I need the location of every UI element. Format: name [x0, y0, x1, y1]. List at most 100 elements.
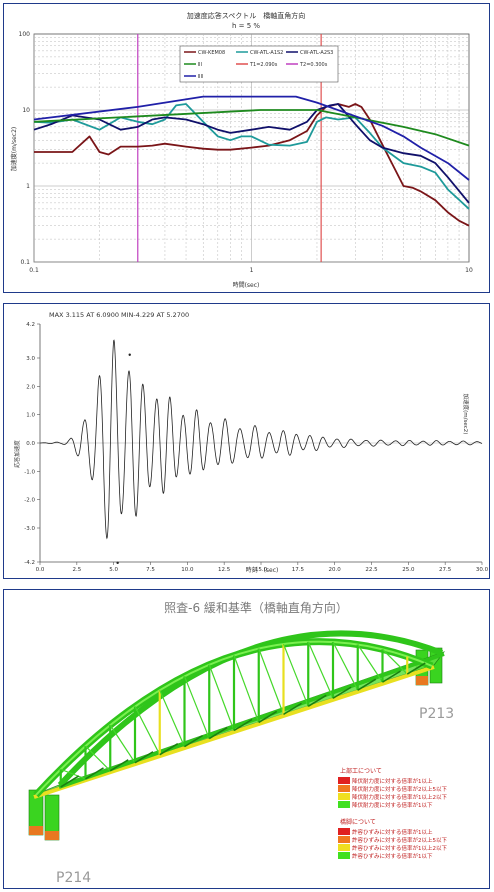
spectrum-xlabel: 時間(sec): [233, 281, 260, 289]
x-tick-label: 17.5: [292, 567, 305, 573]
pier-label-p213: P213: [419, 706, 454, 722]
x-tick-label: 20.0: [329, 567, 342, 573]
cross-beam: [258, 710, 278, 724]
diagonal-brace: [332, 641, 359, 691]
time-history-plot: 0.0 2.5 5.0 7.5 10.0 12.5 15.0 17.5 20.0 22.5 25.0…: [24, 322, 488, 573]
arch-rib-far: [57, 630, 444, 788]
diagonal-brace: [183, 676, 210, 739]
cross-beam: [109, 759, 129, 772]
legend-swatch: [338, 836, 350, 843]
y-tick-label: -3.0: [24, 526, 35, 532]
legend-label: 許容ひずみに対する倍率が1以上: [352, 828, 433, 836]
legend-swatch: [338, 777, 350, 784]
diagonal-brace: [134, 706, 161, 755]
y-tick-label: 10: [22, 107, 30, 114]
x-tick-label: 22.5: [365, 567, 378, 573]
pier-p214-base: [45, 831, 59, 840]
cross-beam: [357, 678, 377, 691]
legend-label: 許容ひずみに対する倍率が2以上5以下: [352, 836, 447, 844]
legend-label: 降伏耐力度に対する倍率が2以上5以下: [352, 785, 447, 793]
diagonal-brace: [382, 648, 408, 675]
x-tick-label: 10.0: [181, 567, 194, 573]
legend-swatch: [338, 828, 350, 835]
series-line: [33, 95, 470, 181]
x-tick-label: 0.0: [36, 567, 45, 573]
x-tick-label: 27.5: [439, 567, 452, 573]
bridge-model-panel: 照査-6 緩和基準（橋軸直角方向） P213 P214 上部工について 降伏耐力度…: [3, 589, 490, 889]
legend-label: ⅡⅡ: [198, 74, 203, 80]
spectrum-plot: 0.1 1 10 0.1 1 10 100 CW-KEM08 CW-ATL-A1S2 CW-ATL…: [19, 31, 473, 274]
legend-swatch: [338, 793, 350, 800]
legend-swatch: [338, 785, 350, 792]
diagonal-brace: [307, 641, 334, 699]
y-tick-label: -4.2: [24, 560, 35, 566]
cross-beam: [406, 662, 426, 675]
cross-beam: [184, 734, 203, 748]
series-line: [33, 103, 470, 204]
legend-label: 降伏耐力度に対する倍率が1以下: [352, 801, 433, 809]
time-history-xlabel: 時刻 (sec): [246, 566, 279, 574]
diagonal-brace: [233, 655, 260, 723]
bridge-model: [28, 630, 446, 841]
diagonal-brace: [109, 724, 136, 764]
spectrum-legend: CW-KEM08 CW-ATL-A1S2 CW-ATL-A2S3 ⅡⅠ T1=2.090…: [179, 45, 339, 83]
legend-frame: [179, 45, 339, 83]
x-tick-label: 0.1: [29, 267, 39, 274]
legend-group-title-superstructure: 上部工について: [340, 767, 382, 775]
cross-beam: [382, 670, 401, 683]
x-tick-label: 2.5: [72, 567, 81, 573]
cross-beam: [283, 702, 302, 716]
x-tick-label: 5.0: [109, 567, 118, 573]
diagonal-brace: [159, 689, 186, 747]
legend-label: 許容ひずみに対する倍率が1以下: [352, 852, 433, 860]
legend-label: T2=0.300s: [299, 62, 328, 68]
cross-beam: [233, 718, 253, 732]
series-line: [34, 103, 470, 227]
series-line: [33, 103, 470, 210]
y-tick-label: 0.1: [20, 259, 30, 266]
cross-beam: [60, 775, 80, 788]
pier-label-p214: P214: [56, 870, 91, 886]
y-tick-label: 1: [26, 183, 30, 190]
x-tick-label: 12.5: [218, 567, 231, 573]
legend-label: CW-ATL-A2S3: [300, 50, 333, 56]
legend-swatch: [338, 801, 350, 808]
min-point: [116, 561, 119, 565]
max-point: [128, 353, 131, 356]
legend-label: CW-ATL-A1S2: [250, 50, 283, 56]
bridge-model-title: 照査-6 緩和基準（橋軸直角方向）: [164, 600, 348, 615]
spectrum-title: 加速度応答スペクトル 橋軸直角方向: [187, 11, 306, 20]
cross-beam: [307, 694, 327, 707]
x-tick-label: 30.0: [476, 567, 489, 573]
legend-label: 許容ひずみに対する倍率が1以上2以下: [352, 844, 447, 852]
cross-beam: [85, 767, 104, 780]
pier-p214-base: [29, 826, 43, 835]
deck-girder-near: [33, 665, 435, 799]
y-tick-label: -1.0: [24, 469, 35, 475]
spectrum-subtitle: h = 5 %: [232, 22, 260, 30]
diagonal-brace: [85, 745, 111, 772]
cross-beam: [159, 743, 179, 756]
spectrum-panel: 加速度応答スペクトル 橋軸直角方向 h = 5 % 時間(sec) 加速度(m/…: [3, 3, 490, 293]
y-tick-label: 0.0: [26, 441, 35, 447]
y-tick-label: 1.0: [26, 413, 35, 419]
y-tick-label: 4.2: [26, 322, 35, 328]
legend-swatch: [338, 844, 350, 851]
diagonal-brace: [60, 768, 86, 780]
legend-swatch: [338, 852, 350, 859]
time-history-ylabel: 加速度(m/sec2): [462, 394, 470, 435]
cross-beam: [332, 686, 352, 699]
cross-beam: [134, 751, 154, 764]
x-tick-label: 7.5: [146, 567, 155, 573]
time-history-side-label: 応答加速度: [13, 440, 21, 468]
x-tick-label: 1: [250, 267, 254, 274]
series-line: [33, 109, 470, 147]
pier-p213-base: [416, 676, 428, 685]
bridge-legend: 上部工について降伏耐力度に対する倍率が1以上降伏耐力度に対する倍率が2以上5以下…: [338, 767, 447, 860]
legend-group-title-pier: 橋脚について: [340, 818, 376, 826]
y-tick-label: 100: [19, 31, 31, 38]
x-tick-label: 10: [465, 267, 473, 274]
time-history-panel: MAX 3.115 AT 6.0900 MIN-4.229 AT 5.2700 …: [3, 303, 490, 579]
y-tick-label: 3.0: [26, 356, 35, 362]
legend-label: 降伏耐力度に対する倍率が1以上2以下: [352, 793, 447, 801]
